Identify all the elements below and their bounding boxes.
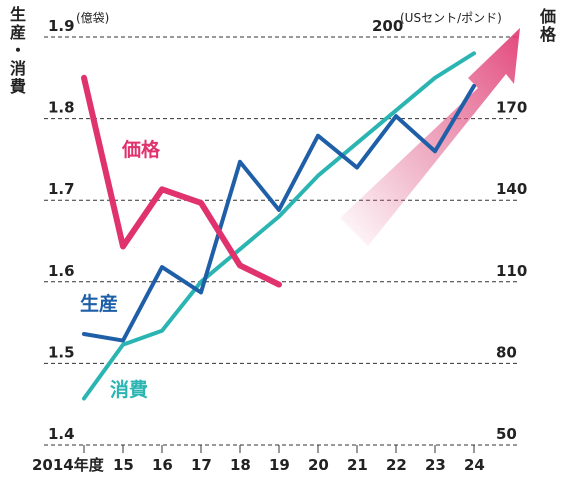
series-lines <box>81 51 476 401</box>
x-axis-ticks: 2014年度 15 16 17 18 19 20 21 22 23 24 <box>32 445 485 474</box>
left-axis-ticks: 1.9 1.8 1.7 1.6 1.5 1.4 <box>48 17 75 443</box>
axis-title-char: 消 <box>10 59 26 78</box>
right-tick-label: 80 <box>496 343 517 361</box>
x-tick-label: 18 <box>230 456 251 474</box>
series-label-production: 生産 <box>80 292 118 315</box>
left-tick-label: 1.6 <box>48 262 75 280</box>
x-tick-label: 24 <box>464 456 485 474</box>
axis-title-char: 価 <box>539 7 556 26</box>
x-tick-label: 23 <box>425 456 446 474</box>
left-tick-label: 1.8 <box>48 99 75 117</box>
left-axis-unit: (億袋) <box>76 11 109 25</box>
series-label-consumption: 消費 <box>110 378 148 401</box>
left-tick-label: 1.7 <box>48 180 75 198</box>
left-axis-title: 生産・消費 <box>10 5 26 96</box>
axis-title-char: 格 <box>540 25 557 44</box>
right-axis-ticks: 200 170 140 110 80 50 <box>372 17 527 443</box>
series-line-価格 <box>81 74 282 288</box>
x-tick-label: 20 <box>308 456 329 474</box>
x-tick-label: 22 <box>386 456 407 474</box>
right-tick-label: 110 <box>496 262 527 280</box>
x-tick-label: 17 <box>191 456 212 474</box>
trend-arrow <box>340 28 520 246</box>
right-tick-label: 200 <box>372 17 403 35</box>
left-tick-label: 1.5 <box>48 343 75 361</box>
left-tick-label: 1.4 <box>48 425 75 443</box>
right-tick-label: 170 <box>496 99 527 117</box>
right-tick-label: 140 <box>496 180 527 198</box>
right-axis-unit: (USセント/ポンド) <box>400 11 502 25</box>
right-axis-title: 価格 <box>539 7 557 44</box>
axis-title-char: 生 <box>10 5 26 24</box>
x-tick-label: 21 <box>347 456 368 474</box>
series-label-price: 価格 <box>121 138 161 161</box>
axis-title-char: 産 <box>10 23 26 42</box>
axis-title-char: 費 <box>10 77 26 96</box>
x-tick-label: 15 <box>113 456 134 474</box>
right-tick-label: 50 <box>496 425 517 443</box>
x-tick-label: 2014年度 <box>32 456 105 474</box>
axis-title-char: ・ <box>10 41 26 60</box>
series-line-消費 <box>82 51 476 401</box>
x-tick-label: 19 <box>269 456 290 474</box>
left-tick-label: 1.9 <box>48 17 75 35</box>
series-line-生産 <box>82 83 476 343</box>
x-tick-label: 16 <box>152 456 173 474</box>
